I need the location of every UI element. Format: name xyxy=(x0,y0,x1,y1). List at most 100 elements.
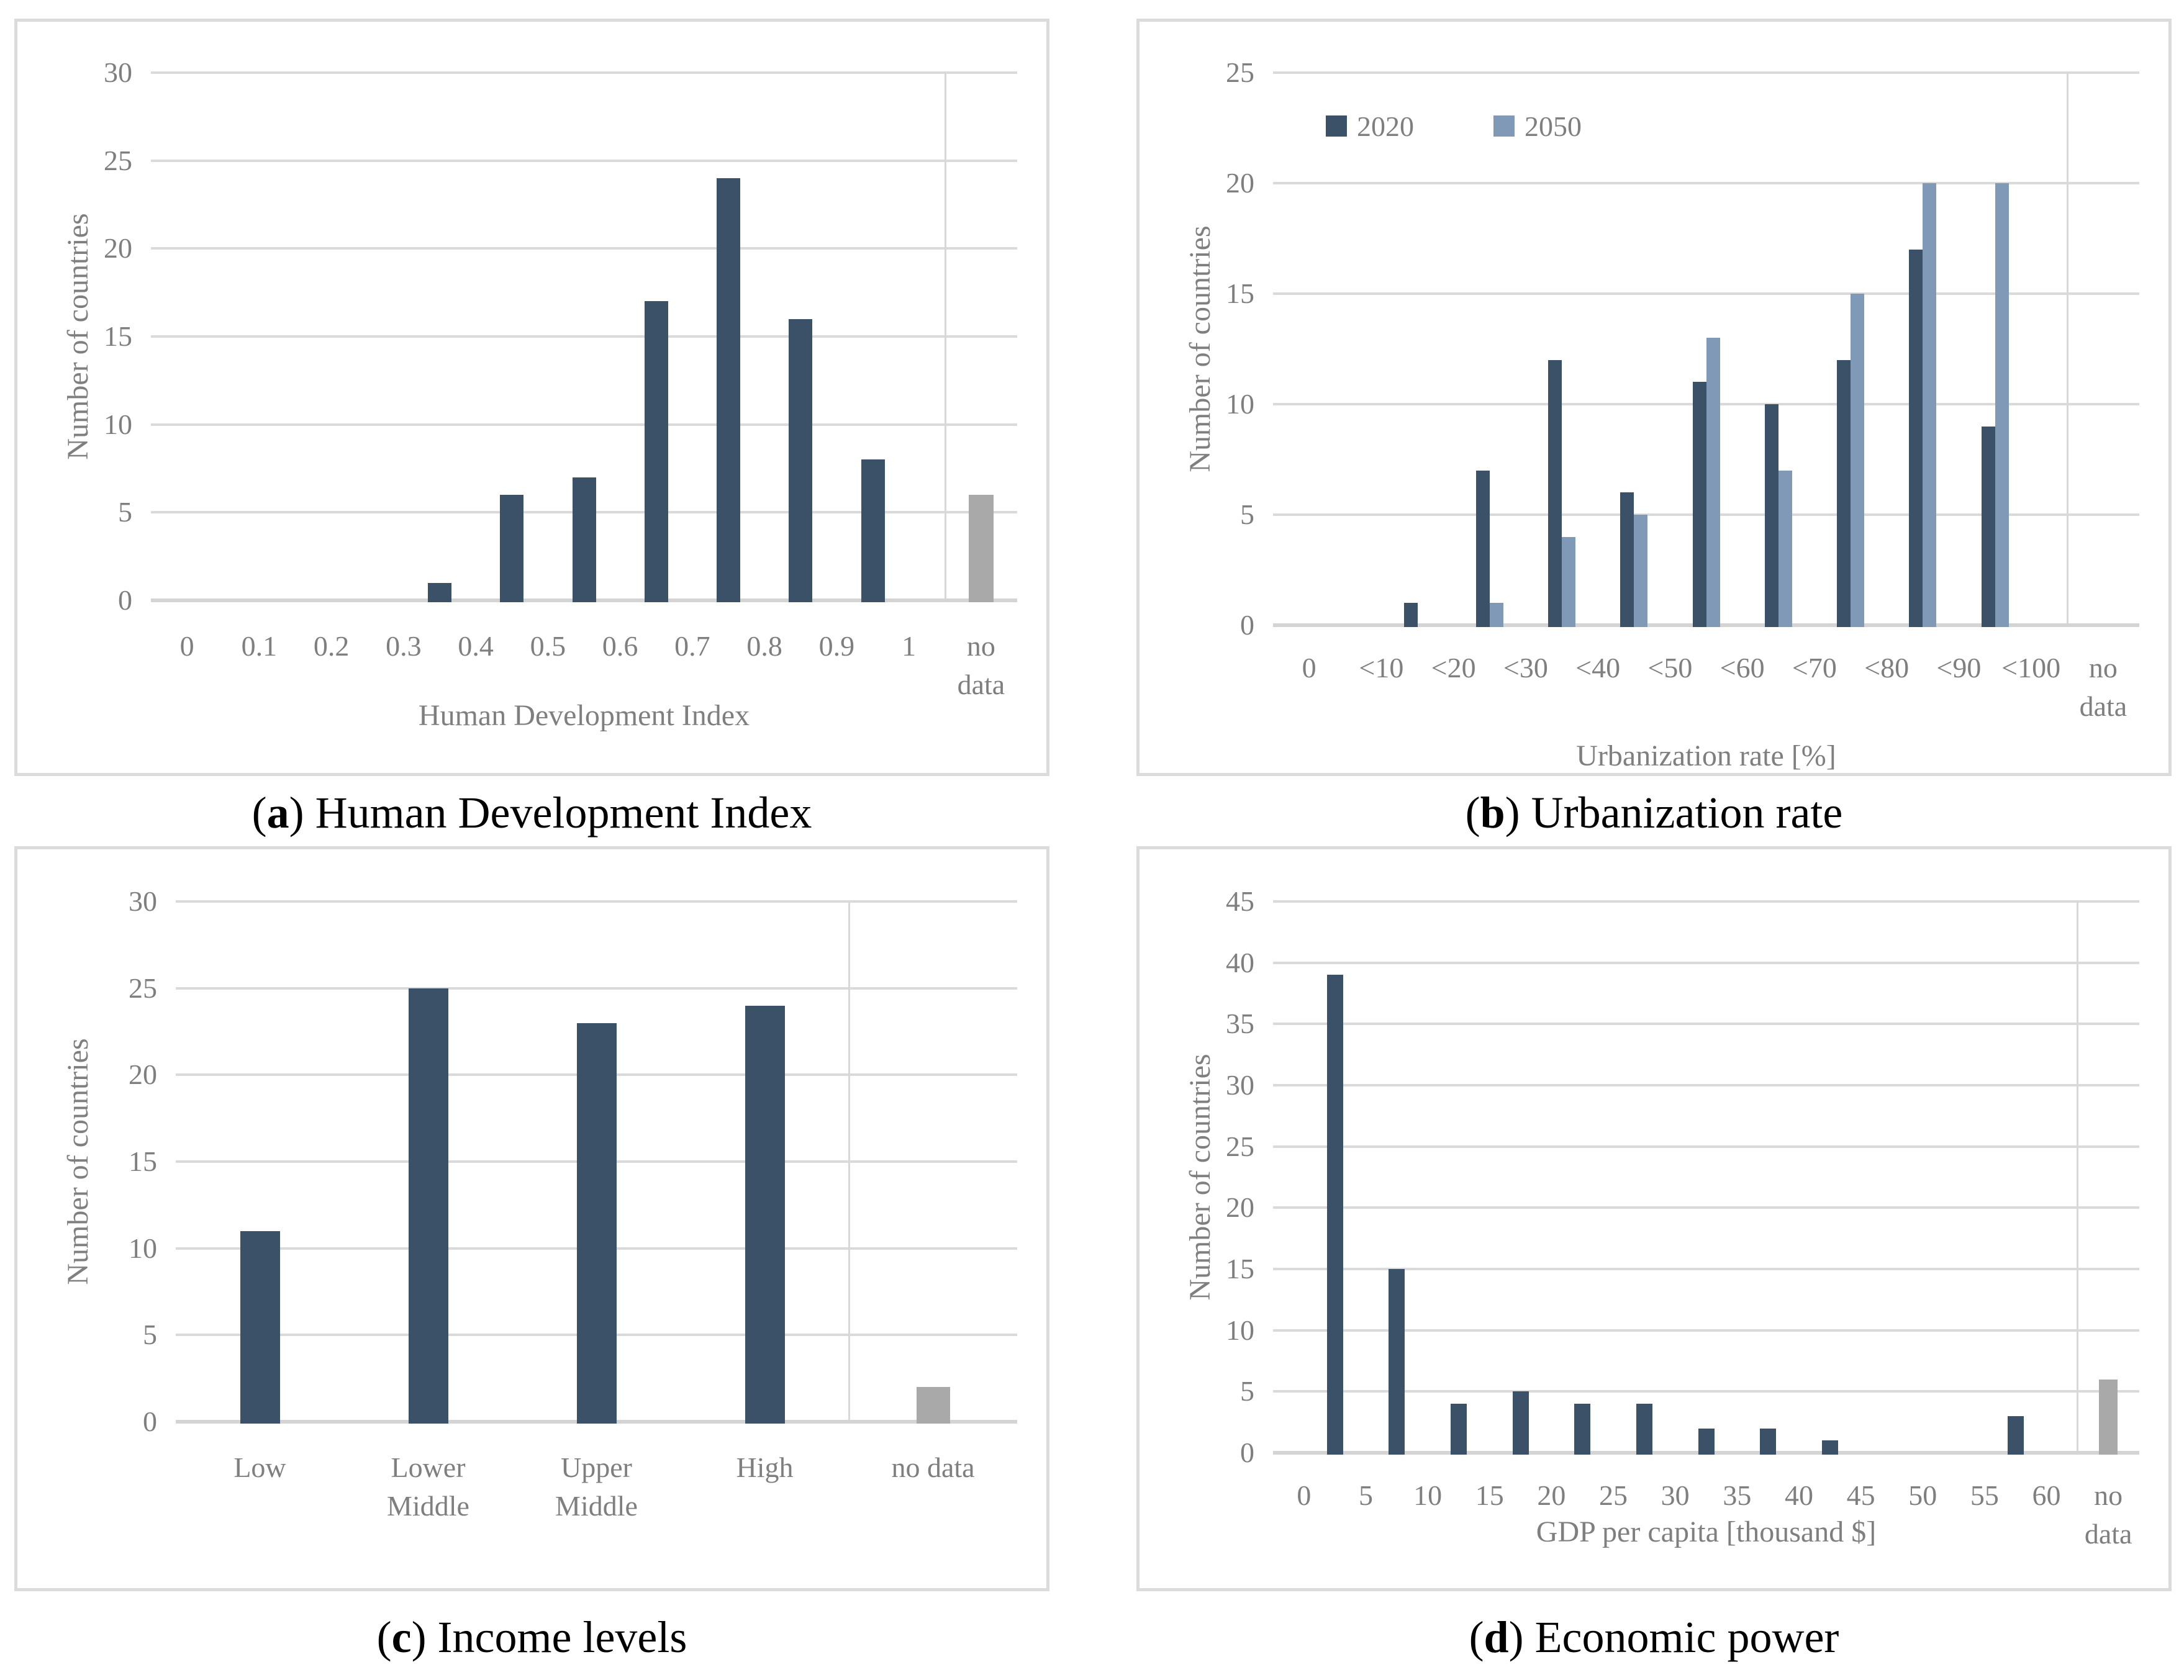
x-category-label: 60 xyxy=(2032,1479,2061,1511)
y-gridline xyxy=(151,423,1017,426)
y-gridline xyxy=(1273,1206,2139,1209)
x-category-label: 5 xyxy=(1358,1479,1373,1511)
y-tick-label: 10 xyxy=(129,1232,157,1264)
caption-c-letter: (c) xyxy=(376,1612,427,1662)
y-gridline xyxy=(1273,1145,2139,1148)
bar-2050 xyxy=(1706,338,1720,627)
bar-2050 xyxy=(1562,536,1575,627)
y-tick-label: 20 xyxy=(104,232,132,264)
y-tick-label: 15 xyxy=(129,1145,157,1177)
x-category-label: <90 xyxy=(1936,652,1982,684)
y-tick-label: 5 xyxy=(118,496,132,528)
bar-2020 xyxy=(1909,249,1923,627)
y-tick-label: 30 xyxy=(129,885,157,917)
x-category-label: no data xyxy=(2079,652,2127,722)
y-gridline xyxy=(176,900,1017,903)
caption-d-text: Economic power xyxy=(1534,1612,1839,1662)
y-tick-label: 25 xyxy=(129,972,157,1004)
legend-swatch-2050 xyxy=(1493,115,1515,137)
y-tick-label: 25 xyxy=(1226,1130,1254,1162)
bar-2050 xyxy=(1634,515,1648,627)
y-tick-label: 5 xyxy=(1240,499,1254,530)
legend-item: 2020 xyxy=(1326,109,1414,143)
caption-c: (c) Income levels xyxy=(14,1612,1049,1663)
bar-countries xyxy=(2007,1416,2024,1455)
bar-countries xyxy=(644,301,668,602)
legend-label: 2020 xyxy=(1357,110,1414,142)
bar-countries xyxy=(1512,1391,1529,1455)
x-category-label: no data xyxy=(957,630,1005,700)
legend-swatch-2020 xyxy=(1326,115,1347,137)
y-tick-label: 0 xyxy=(143,1406,157,1437)
x-category-label: 0.1 xyxy=(241,630,278,662)
x-category-label: <80 xyxy=(1864,652,1910,684)
bar-countries xyxy=(1450,1404,1467,1455)
x-category-label: <30 xyxy=(1503,652,1548,684)
x-category-label: 0 xyxy=(1302,652,1316,684)
y-gridline xyxy=(1273,71,2139,74)
bar-2050 xyxy=(1778,470,1792,627)
caption-a-text: Human Development Index xyxy=(315,788,812,838)
y-gridline xyxy=(1273,961,2139,964)
x-category-label: Upper Middle xyxy=(555,1452,638,1522)
bar-2050 xyxy=(1851,294,1864,627)
bar-2020 xyxy=(1764,404,1778,627)
x-category-label: 50 xyxy=(1908,1479,1937,1511)
x-category-label: 40 xyxy=(1784,1479,1813,1511)
x-axis-title: Human Development Index xyxy=(418,699,750,732)
caption-d-letter: (d) xyxy=(1469,1612,1524,1662)
x-category-label: 45 xyxy=(1846,1479,1875,1511)
caption-a: (a) Human Development Index xyxy=(14,787,1049,839)
no-data-separator-line xyxy=(944,73,946,600)
x-category-label: 0.6 xyxy=(602,630,638,662)
bar-no-data xyxy=(916,1387,950,1424)
caption-c-text: Income levels xyxy=(437,1612,687,1662)
y-tick-label: 20 xyxy=(1226,167,1254,199)
x-axis-title: Urbanization rate [%] xyxy=(1576,739,1836,772)
legend-label: 2050 xyxy=(1525,110,1582,142)
panel-economic-power: Number of countries 0 5 10 15 20 25 30 35 40 45 0 5 1… xyxy=(1136,846,2172,1591)
x-category-label: <10 xyxy=(1359,652,1404,684)
bar-2050 xyxy=(1995,183,2009,627)
caption-b: (b) Urbanization rate xyxy=(1136,787,2172,839)
y-gridline xyxy=(1273,900,2139,903)
caption-a-letter: (a) xyxy=(251,788,304,838)
bar-countries xyxy=(1326,975,1343,1455)
bar-countries xyxy=(1760,1428,1777,1455)
y-tick-label: 35 xyxy=(1226,1008,1254,1040)
y-gridline xyxy=(1273,292,2139,295)
x-category-label: 0 xyxy=(1297,1479,1312,1511)
x-category-label: 0 xyxy=(179,630,194,662)
x-category-label: Lower Middle xyxy=(387,1452,469,1522)
y-gridline xyxy=(176,987,1017,990)
bar-2020 xyxy=(1548,359,1562,627)
y-gridline xyxy=(1273,182,2139,184)
x-category-label: no data xyxy=(891,1452,975,1483)
x-category-label: 0.5 xyxy=(530,630,566,662)
y-tick-label: 40 xyxy=(1226,946,1254,978)
y-gridline xyxy=(1273,1084,2139,1086)
y-gridline xyxy=(151,335,1017,338)
caption-b-text: Urbanization rate xyxy=(1531,788,1843,838)
x-category-label: 25 xyxy=(1599,1479,1628,1511)
y-tick-label: 20 xyxy=(129,1059,157,1091)
x-category-label: 20 xyxy=(1537,1479,1566,1511)
y-tick-label: 25 xyxy=(1226,56,1254,88)
x-category-label: <50 xyxy=(1647,652,1693,684)
x-category-label: <40 xyxy=(1575,652,1621,684)
y-tick-label: 30 xyxy=(104,56,132,88)
x-category-label: 0.4 xyxy=(458,630,494,662)
bar-countries xyxy=(1636,1404,1652,1455)
x-category-label: 35 xyxy=(1723,1479,1752,1511)
bar-2050 xyxy=(1489,603,1503,627)
y-tick-label: 10 xyxy=(104,408,132,440)
x-category-label: <70 xyxy=(1792,652,1837,684)
y-tick-label: 15 xyxy=(1226,278,1254,309)
x-category-label: 10 xyxy=(1413,1479,1443,1511)
bar-countries xyxy=(572,477,596,602)
bar-2020 xyxy=(1837,359,1851,627)
x-category-label: <20 xyxy=(1431,652,1476,684)
bar-countries xyxy=(745,1005,785,1424)
caption-b-letter: (b) xyxy=(1465,788,1520,838)
y-gridline xyxy=(151,247,1017,250)
